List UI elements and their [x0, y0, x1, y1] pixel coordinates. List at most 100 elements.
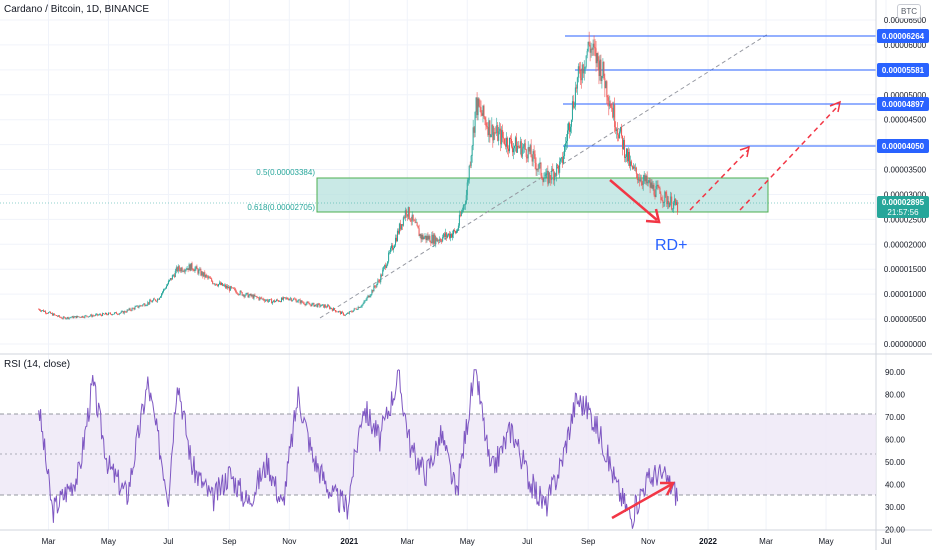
candle-body: [542, 178, 544, 182]
candle-body: [567, 123, 569, 131]
candle-body: [449, 233, 451, 239]
rsi-divergence-arrow-head: [660, 481, 676, 496]
projection-arrow-2-head: [829, 100, 842, 113]
candle-body: [548, 172, 550, 184]
time-axis[interactable]: Mar May Jul Sep Nov 2021 Mar May Jul Sep Nov 2022 Ma…: [42, 537, 892, 546]
candle-body: [447, 235, 449, 237]
candle-body: [364, 300, 366, 302]
candle-body: [444, 233, 446, 237]
candle-body: [555, 173, 557, 176]
candle-body: [554, 173, 556, 181]
candle-body: [623, 139, 625, 150]
candle-body: [58, 315, 60, 317]
rsi-pane[interactable]: [0, 369, 876, 529]
candle-body: [148, 302, 150, 304]
candle-body: [351, 311, 353, 313]
candle-body: [269, 299, 271, 301]
candle-body: [481, 113, 483, 116]
candle-body: [473, 127, 475, 133]
candle-body: [80, 317, 82, 318]
candle-body: [348, 311, 350, 314]
candle-body: [170, 278, 172, 280]
candle-body: [484, 117, 486, 120]
candle-body: [110, 314, 112, 315]
candle-body: [492, 124, 494, 141]
candle-body: [231, 287, 233, 289]
candle-body: [500, 128, 502, 145]
candle-body: [334, 308, 336, 311]
candle-body: [352, 310, 354, 312]
candle-body: [513, 145, 515, 149]
candle-body: [398, 223, 400, 234]
candle-body: [263, 298, 265, 301]
rsi-tick-label: 80.00: [885, 390, 906, 399]
candle-body: [365, 299, 367, 301]
candle-body: [258, 297, 260, 300]
candle-body: [499, 128, 501, 132]
candle-body: [405, 210, 407, 215]
candle-body: [434, 234, 436, 245]
candle-body: [239, 290, 241, 295]
candle-body: [609, 104, 611, 107]
candle-body: [226, 285, 228, 289]
candle-body: [102, 313, 104, 316]
candle-body: [617, 129, 619, 135]
candle-body: [319, 303, 321, 307]
candle-body: [643, 175, 645, 180]
time-tick-label: 2021: [340, 537, 358, 546]
candle-body: [152, 300, 154, 303]
level-label-bg: [877, 97, 929, 111]
candle-body: [252, 295, 254, 299]
candle-body: [272, 301, 274, 304]
candle-body: [179, 269, 181, 272]
rsi-axis[interactable]: 90.00 80.00 70.00 60.00 50.00 40.00 30.00 20.00: [885, 368, 906, 534]
candle-body: [622, 135, 624, 150]
candle-body: [645, 175, 647, 182]
candle-body: [169, 278, 171, 280]
candle-body: [496, 125, 498, 134]
candle-body: [368, 295, 370, 298]
candle-body: [204, 272, 206, 278]
candle-body: [650, 182, 652, 188]
candle-body: [197, 269, 199, 274]
candle-body: [332, 308, 334, 311]
candle-body: [615, 127, 617, 131]
candle-body: [113, 312, 115, 314]
candle-body: [435, 237, 437, 245]
candle-body: [127, 309, 129, 311]
candle-body: [124, 311, 126, 313]
candle-body: [215, 283, 217, 285]
currency-badge[interactable]: BTC: [897, 4, 921, 19]
candle-body: [638, 179, 640, 182]
price-tick-label: 0.00001500: [884, 265, 927, 274]
candle-body: [78, 316, 80, 318]
candle-body: [154, 298, 156, 300]
candle-body: [161, 293, 163, 297]
candle-body: [457, 225, 459, 230]
trend-line: [319, 33, 769, 319]
candle-body: [495, 132, 497, 134]
candle-body: [163, 289, 165, 292]
candle-body: [151, 301, 153, 303]
price-candles: [38, 31, 679, 320]
candle-body: [43, 310, 45, 312]
candle-body: [397, 230, 399, 234]
candle-body: [59, 316, 61, 318]
candle-body: [310, 304, 312, 307]
price-tick-label: 0.00003000: [884, 190, 927, 199]
candle-body: [662, 200, 664, 203]
time-tick-label: Jul: [522, 537, 532, 546]
candle-body: [138, 306, 140, 308]
candle-body: [103, 313, 105, 314]
candle-body: [463, 204, 465, 206]
candle-body: [177, 266, 179, 272]
time-tick-label: 2022: [699, 537, 717, 546]
candle-body: [387, 261, 389, 266]
candle-body: [282, 297, 284, 300]
candle-body: [209, 277, 211, 279]
candle-body: [247, 292, 249, 298]
candle-body: [51, 313, 53, 316]
candle-body: [166, 284, 168, 286]
candle-body: [246, 292, 248, 294]
